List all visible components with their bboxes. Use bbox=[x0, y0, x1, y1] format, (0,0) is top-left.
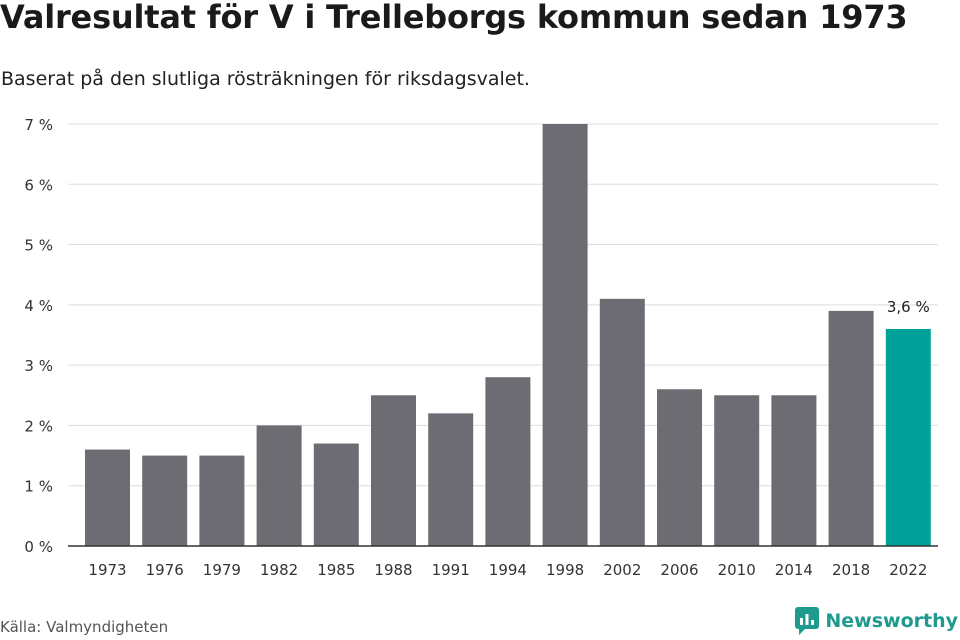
x-tick-label: 1976 bbox=[146, 561, 184, 579]
chart-subtitle: Baserat på den slutliga rösträkningen fö… bbox=[1, 68, 530, 90]
y-tick-label: 6 % bbox=[24, 176, 53, 194]
y-axis-ticks: 0 % 1 % 2 % 3 % 4 % 5 % 6 % 7 % bbox=[24, 116, 53, 556]
x-tick-label: 2014 bbox=[775, 561, 813, 579]
bar bbox=[771, 395, 817, 546]
x-tick-label: 1988 bbox=[374, 561, 412, 579]
x-tick-label: 1985 bbox=[317, 561, 355, 579]
bar bbox=[371, 395, 416, 546]
y-tick-label: 1 % bbox=[24, 478, 53, 496]
data-labels: 3,6 % bbox=[887, 298, 930, 316]
y-tick-label: 7 % bbox=[24, 116, 53, 134]
bar bbox=[599, 298, 645, 546]
x-tick-label: 1994 bbox=[489, 561, 527, 579]
newsworthy-logo-icon bbox=[795, 607, 820, 635]
source-note: Källa: Valmyndigheten bbox=[0, 618, 169, 636]
y-tick-label: 4 % bbox=[24, 297, 53, 315]
x-tick-label: 1973 bbox=[88, 561, 126, 579]
x-tick-label: 1991 bbox=[432, 561, 470, 579]
bar bbox=[657, 389, 702, 546]
bar-chart: 0 % 1 % 2 % 3 % 4 % 5 % 6 % 7 % 1973 1976 1979 198… bbox=[24, 116, 938, 579]
chart-title: Valresultat för V i Trelleborgs kommun s… bbox=[0, 0, 908, 36]
bar bbox=[885, 328, 931, 546]
y-tick-label: 2 % bbox=[24, 417, 53, 435]
y-tick-label: 3 % bbox=[24, 357, 53, 375]
x-axis-ticks: 1973 1976 1979 1982 1985 1988 1991 1994 1998 2002… bbox=[88, 561, 927, 579]
brand-logo: Newsworthy bbox=[795, 607, 958, 635]
x-tick-label: 1979 bbox=[203, 561, 241, 579]
x-tick-label: 2002 bbox=[603, 561, 641, 579]
bar bbox=[313, 443, 359, 546]
x-tick-label: 2018 bbox=[832, 561, 870, 579]
bar bbox=[199, 455, 245, 546]
x-tick-label: 1982 bbox=[260, 561, 298, 579]
bar bbox=[142, 455, 188, 546]
bar bbox=[542, 124, 588, 546]
bar bbox=[428, 413, 474, 546]
x-tick-label: 2006 bbox=[660, 561, 698, 579]
data-label: 3,6 % bbox=[887, 298, 930, 316]
bar bbox=[714, 395, 760, 546]
y-tick-label: 5 % bbox=[24, 237, 53, 255]
x-tick-label: 2010 bbox=[718, 561, 756, 579]
bar bbox=[828, 310, 874, 546]
bars bbox=[85, 124, 931, 546]
y-tick-label: 0 % bbox=[24, 538, 53, 556]
x-tick-label: 1998 bbox=[546, 561, 584, 579]
bar bbox=[485, 377, 531, 546]
bar bbox=[85, 449, 130, 546]
x-tick-label: 2022 bbox=[889, 561, 927, 579]
brand-name: Newsworthy bbox=[825, 610, 958, 632]
bar bbox=[256, 425, 302, 546]
